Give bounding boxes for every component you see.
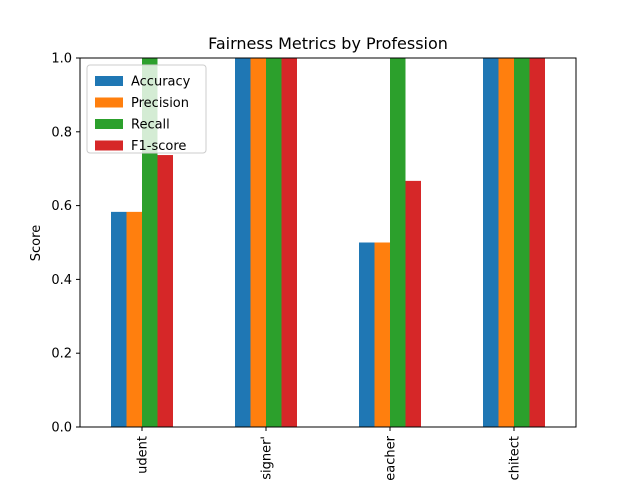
plot-area: 0.0 0.2 0.4 0.6 0.8 1.0 udent signer' eacher chit… [51, 52, 577, 480]
y-tick-label: 0.0 [51, 421, 72, 436]
legend-label: Accuracy [131, 75, 191, 90]
bar-f1-score-1 [157, 155, 173, 427]
legend: Accuracy Precision Recall F1-score [86, 64, 207, 154]
bar-accuracy-4 [483, 58, 499, 427]
y-tick-label: 0.2 [51, 347, 72, 362]
legend-label: F1-score [131, 139, 186, 154]
bar-accuracy-3 [359, 242, 375, 427]
bar-precision-3 [374, 242, 390, 427]
legend-swatch [95, 140, 123, 151]
bar-precision-4 [498, 58, 514, 427]
chart-title: Fairness Metrics by Profession [208, 34, 448, 53]
y-axis-label: Score [29, 225, 44, 261]
bar-recall-4 [514, 58, 530, 427]
legend-label: Precision [131, 96, 189, 111]
bar-recall-3 [390, 58, 406, 427]
x-tick-label: signer' [260, 436, 275, 480]
y-tick-label: 0.4 [51, 273, 72, 288]
legend-swatch [95, 76, 123, 86]
legend-label: Recall [131, 118, 170, 133]
y-tick-label: 0.6 [51, 199, 72, 214]
bars [111, 58, 545, 427]
axis-ticks: 0.0 0.2 0.4 0.6 0.8 1.0 udent signer' eacher chit… [51, 52, 522, 480]
bar-recall-2 [266, 58, 282, 427]
y-tick-label: 0.8 [51, 125, 72, 140]
x-tick-label: eacher [384, 435, 399, 480]
legend-swatch [95, 119, 123, 129]
bar-accuracy-1 [111, 211, 127, 427]
legend-frame [86, 64, 207, 154]
bar-f1-score-3 [405, 180, 421, 427]
x-tick-label: chitect [508, 436, 523, 480]
legend-swatch [95, 97, 123, 108]
axes-frame [79, 57, 577, 428]
y-tick-label: 1.0 [51, 52, 72, 67]
bar-accuracy-2 [235, 58, 251, 427]
bar-f1-score-4 [529, 58, 545, 427]
bar-f1-score-2 [281, 58, 297, 427]
bar-precision-2 [250, 58, 266, 427]
bar-precision-1 [126, 211, 142, 427]
x-tick-label: udent [136, 436, 151, 474]
